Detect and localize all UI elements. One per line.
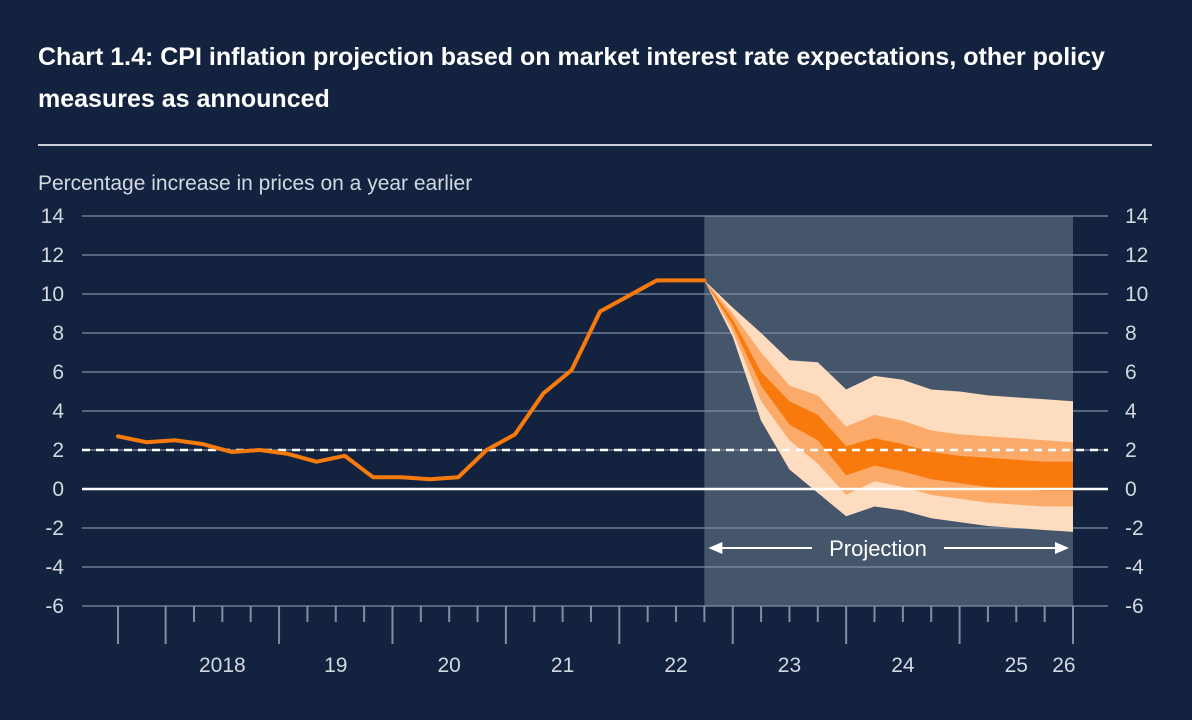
y-tick-label-left: 4 bbox=[52, 400, 64, 423]
y-tick-label-right: 4 bbox=[1125, 400, 1137, 423]
projection-arrow-right-head bbox=[1055, 542, 1069, 554]
y-tick-label-left: 2 bbox=[52, 439, 64, 462]
y-tick-label-left: 10 bbox=[41, 283, 64, 306]
y-tick-label-right: 0 bbox=[1125, 478, 1137, 501]
y-tick-label-right: 10 bbox=[1125, 283, 1148, 306]
y-tick-label-right: 12 bbox=[1125, 244, 1148, 267]
title-divider bbox=[38, 144, 1152, 146]
fan-band-inner bbox=[704, 280, 1073, 491]
x-tick-label: 25 bbox=[1005, 654, 1028, 677]
y-tick-label-right: 2 bbox=[1125, 439, 1137, 462]
y-tick-label-right: -4 bbox=[1125, 556, 1144, 579]
projection-arrow-left-head bbox=[708, 542, 723, 554]
x-tick-label: 2018 bbox=[199, 654, 246, 677]
y-tick-label-right: -2 bbox=[1125, 517, 1144, 540]
y-tick-label-right: 6 bbox=[1125, 361, 1137, 384]
x-tick-label: 22 bbox=[664, 654, 687, 677]
y-tick-label-left: 14 bbox=[41, 205, 65, 228]
x-tick-label: 21 bbox=[551, 654, 574, 677]
y-tick-label-right: 14 bbox=[1125, 205, 1149, 228]
y-tick-label-left: 0 bbox=[52, 478, 64, 501]
projection-label: Projection bbox=[829, 536, 927, 561]
y-tick-label-right: -6 bbox=[1125, 595, 1144, 618]
x-tick-label: 23 bbox=[778, 654, 801, 677]
x-tick-label: 26 bbox=[1052, 654, 1075, 677]
x-tick-label: 20 bbox=[438, 654, 461, 677]
y-tick-label-left: 12 bbox=[41, 244, 64, 267]
x-tick-label: 19 bbox=[324, 654, 347, 677]
y-tick-label-right: 8 bbox=[1125, 322, 1137, 345]
chart-title: Chart 1.4: CPI inflation projection base… bbox=[38, 43, 1105, 113]
x-tick-label: 24 bbox=[891, 654, 915, 677]
cpi-outturn-line bbox=[116, 278, 707, 482]
y-tick-label-left: 8 bbox=[52, 322, 64, 345]
y-tick-label-left: 6 bbox=[52, 361, 64, 384]
y-tick-label-left: -6 bbox=[45, 595, 64, 618]
y-tick-label-left: -4 bbox=[45, 556, 64, 579]
y-tick-label-left: -2 bbox=[45, 517, 64, 540]
y-axis-label: Percentage increase in prices on a year … bbox=[38, 172, 473, 195]
